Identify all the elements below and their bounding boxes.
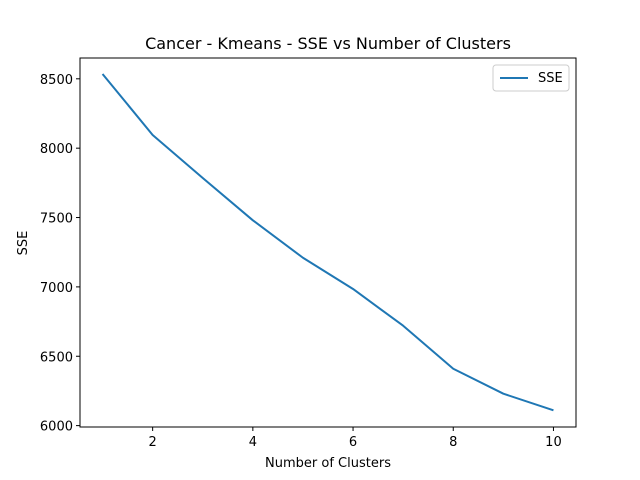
x-tick-label: 10 <box>545 435 562 450</box>
y-axis-label: SSE <box>16 231 31 256</box>
x-tick-label: 6 <box>349 435 357 450</box>
y-tick-label: 8000 <box>40 142 73 157</box>
x-tick-label: 8 <box>449 435 457 450</box>
y-tick-label: 7000 <box>40 281 73 296</box>
y-tick-label: 6500 <box>40 350 73 365</box>
legend-label: SSE <box>538 71 563 86</box>
legend: SSE <box>492 64 570 92</box>
plot-area <box>101 73 554 412</box>
series-line <box>101 73 554 412</box>
y-axis: 6000 6500 7000 7500 8000 8500 <box>40 73 80 435</box>
x-axis-label: Number of Clusters <box>265 456 391 471</box>
y-tick-label: 8500 <box>40 73 73 88</box>
x-axis: 2 4 6 8 10 <box>149 427 562 450</box>
axes-frame <box>79 57 577 428</box>
chart-title: Cancer - Kmeans - SSE vs Number of Clust… <box>145 34 511 53</box>
legend-box <box>492 64 570 92</box>
y-tick-label: 7500 <box>40 212 73 227</box>
x-tick-label: 2 <box>149 435 157 450</box>
x-tick-label: 4 <box>249 435 257 450</box>
y-tick-label: 6000 <box>40 420 73 435</box>
